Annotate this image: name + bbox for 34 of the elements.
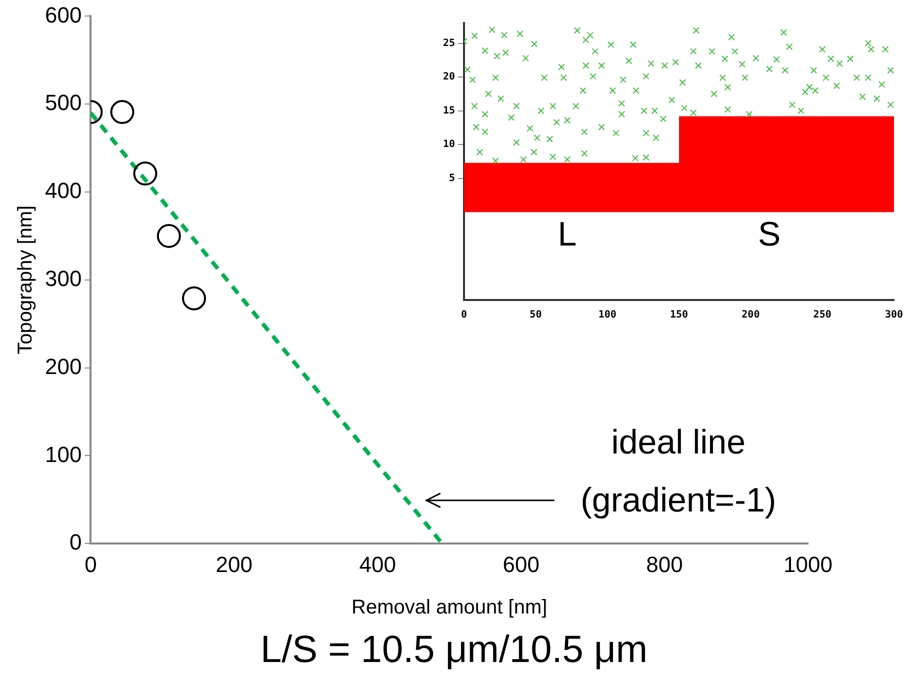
x-tick-label: 800 [646,552,683,577]
y-tick-label: 200 [44,354,82,379]
y-axis-title: Topography [nm] [14,205,37,354]
y-tick-label: 25 [442,38,456,49]
point [110,100,134,124]
y-tick-label: 600 [44,2,82,28]
y-tick-label: 300 [44,266,82,291]
y-tick-label: 0 [69,530,82,555]
x-tick-label: 1000 [784,552,832,577]
y-tick-label: 400 [44,178,82,204]
y-tick-label: 500 [44,90,82,116]
point [182,286,206,310]
annotation: ideal line (gradient=-1) [580,424,776,520]
x-tick-label: 100 [598,310,616,321]
x-tick-label: 250 [813,310,832,321]
y-tick-label: 100 [44,442,82,467]
x-tick-label: 50 [530,310,542,321]
y-tick-label: 5 [449,172,456,184]
point [133,162,158,186]
x-tick-label: 300 [884,310,904,321]
annotation: S [758,216,781,254]
x-tick-label: 200 [742,310,760,321]
y-tick-label: 10 [442,139,456,150]
annotation: L [558,216,577,254]
y-tick-label: 20 [442,72,456,83]
x-tick-label: 600 [502,552,540,577]
point [156,224,181,248]
text: L/S = 10.5 μm/10.5 μm [259,628,649,673]
y-tick-label: 15 [442,105,456,116]
x-tick-label: 200 [216,552,253,577]
x-axis-title: Removal amount [nm] [352,596,548,619]
x-tick-label: 400 [359,552,396,577]
x-tick-label: 0 [461,310,468,321]
x-tick-label: 150 [670,310,688,321]
